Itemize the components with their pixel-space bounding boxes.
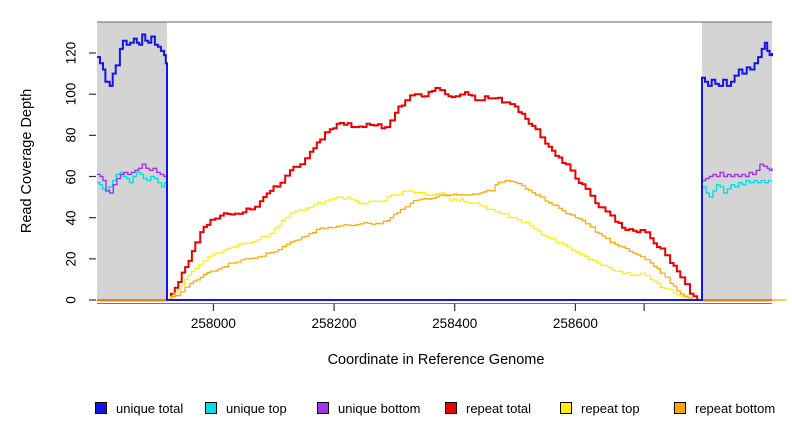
legend-swatch: [674, 402, 686, 414]
legend-label: unique bottom: [338, 400, 421, 416]
series-line-unique-total: [97, 33, 773, 301]
legend-item-repeat-total: repeat total: [445, 400, 532, 416]
legend-label: unique top: [226, 400, 287, 416]
series-line-repeat-top: [97, 190, 772, 301]
shaded-region: [702, 22, 772, 302]
y-tick-label: 20: [63, 251, 79, 267]
legend-swatch: [445, 402, 457, 414]
x-tick-label: 258600: [552, 316, 598, 331]
y-tick-label: 120: [63, 41, 79, 65]
legend-label: repeat bottom: [695, 400, 776, 416]
shaded-region: [97, 22, 167, 302]
legend-item-unique-top: unique top: [205, 400, 287, 416]
y-axis-title: Read Coverage Depth: [19, 88, 35, 234]
y-tick-label: 100: [63, 82, 79, 106]
x-tick-label: 258000: [190, 316, 236, 331]
x-tick-label: 258200: [311, 316, 357, 331]
series-line-repeat-total: [97, 87, 772, 301]
legend-swatch: [560, 402, 572, 414]
y-tick-label: 60: [63, 168, 79, 185]
y-tick-label: 0: [63, 296, 79, 304]
legend-swatch: [317, 402, 329, 414]
legend-swatch: [205, 402, 217, 414]
legend-label: unique total: [116, 400, 184, 416]
legend-item-repeat-top: repeat top: [560, 400, 640, 416]
x-axis-title: Coordinate in Reference Genome: [327, 352, 545, 368]
legend-item-unique-total: unique total: [95, 400, 184, 416]
y-tick-label: 40: [63, 210, 79, 226]
x-tick-label: 258400: [432, 316, 478, 331]
legend-item-unique-bottom: unique bottom: [317, 400, 421, 416]
y-tick-label: 80: [63, 127, 79, 143]
legend-label: repeat top: [581, 400, 640, 416]
legend-swatch: [95, 402, 107, 414]
legend-label: repeat total: [466, 400, 532, 416]
series-line-repeat-bottom: [97, 180, 787, 301]
series-line-unique-top: [97, 171, 772, 301]
legend-item-repeat-bottom: repeat bottom: [674, 400, 776, 416]
